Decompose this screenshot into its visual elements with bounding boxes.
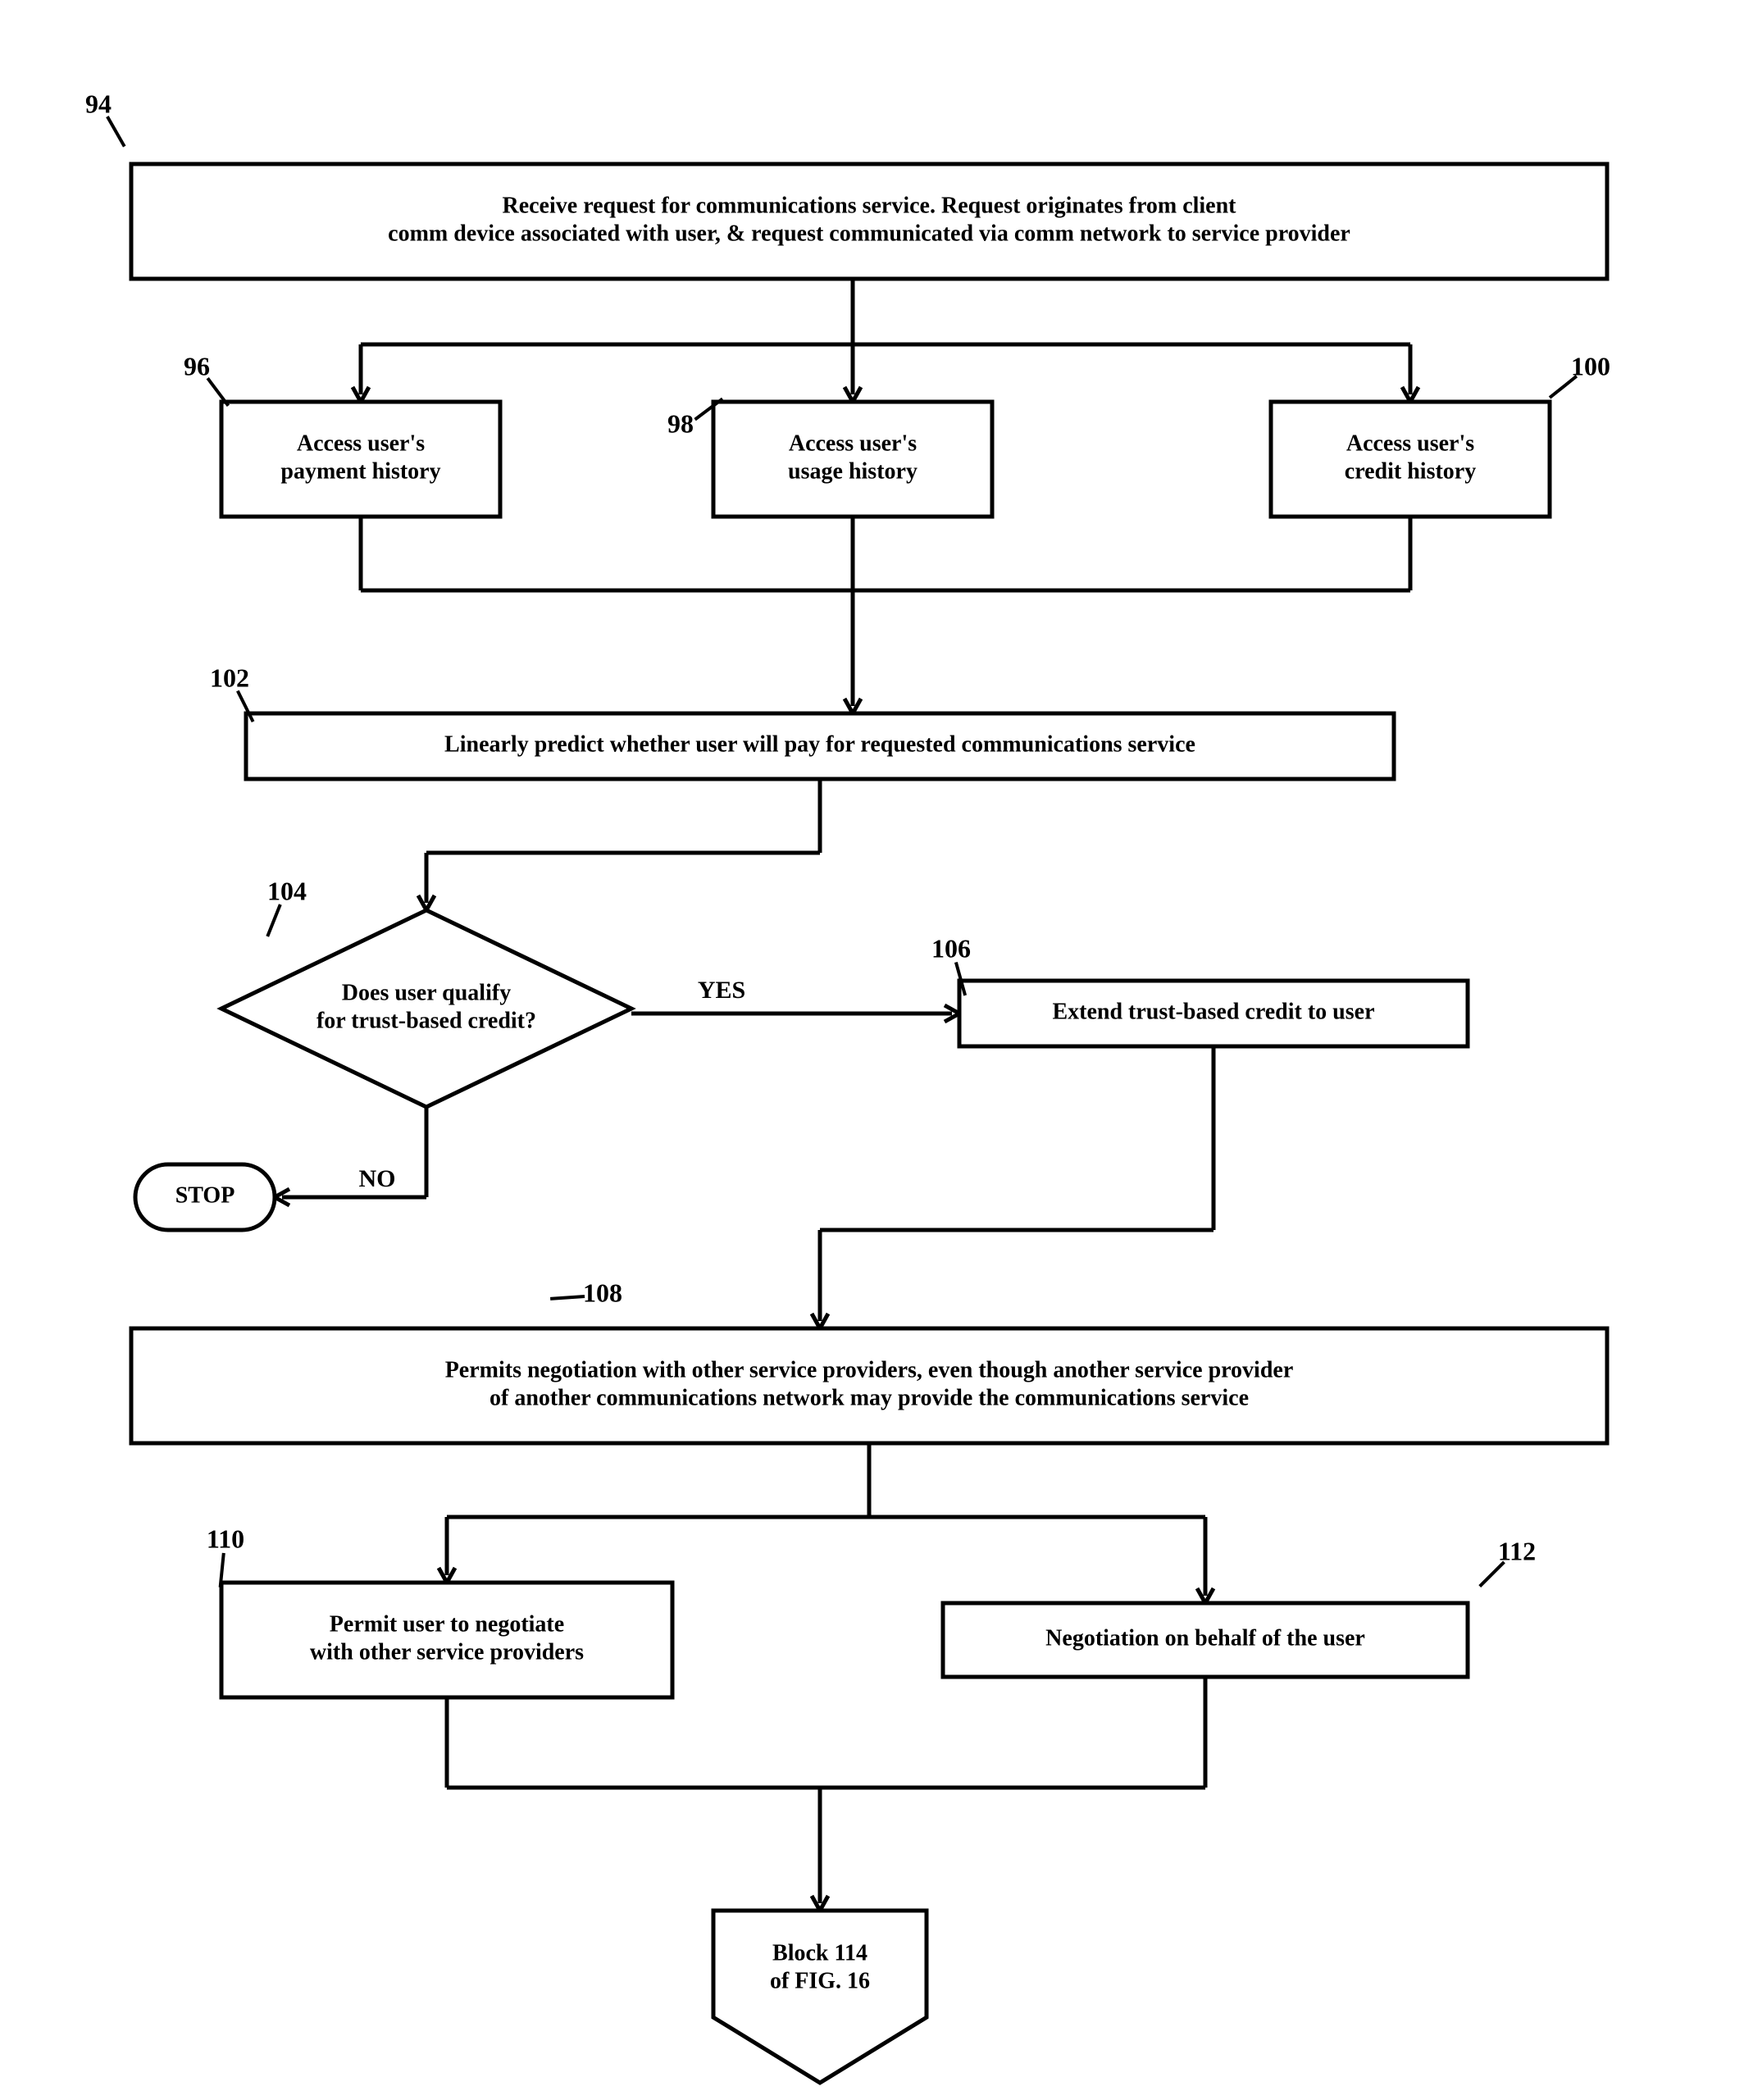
svg-text:of FIG. 16: of FIG. 16 <box>770 1969 870 1994</box>
svg-text:Permit user to negotiate: Permit user to negotiate <box>330 1611 564 1637</box>
svg-text:Block 114: Block 114 <box>772 1941 867 1966</box>
svg-text:Linearly predict whether user: Linearly predict whether user will pay f… <box>444 731 1195 757</box>
svg-text:Receive request for communicat: Receive request for communications servi… <box>502 193 1236 218</box>
svg-text:with other service providers: with other service providers <box>310 1639 584 1665</box>
svg-text:Access user's: Access user's <box>789 430 917 456</box>
svg-text:YES: YES <box>698 977 745 1004</box>
svg-text:98: 98 <box>667 408 694 438</box>
svg-text:for trust-based credit?: for trust-based credit? <box>316 1008 536 1033</box>
svg-text:Access user's: Access user's <box>297 430 425 456</box>
svg-text:comm device associated with us: comm device associated with user, & requ… <box>388 221 1350 246</box>
svg-text:Negotiation on behalf of the u: Negotiation on behalf of the user <box>1045 1625 1365 1651</box>
svg-text:106: 106 <box>931 933 971 963</box>
node-off <box>713 1911 927 2083</box>
svg-text:96: 96 <box>184 351 210 380</box>
flowchart-canvas: YES NO Receive request for communications … <box>0 0 1744 2100</box>
svg-text:STOP: STOP <box>175 1182 235 1208</box>
svg-text:Permits negotiation with other: Permits negotiation with other service p… <box>445 1357 1294 1383</box>
svg-text:102: 102 <box>210 663 249 692</box>
svg-text:Does user qualify: Does user qualify <box>342 980 511 1005</box>
svg-text:usage history: usage history <box>788 458 918 484</box>
svg-text:108: 108 <box>583 1278 622 1307</box>
svg-text:110: 110 <box>207 1524 244 1553</box>
svg-text:Access user's: Access user's <box>1346 430 1474 456</box>
svg-text:100: 100 <box>1571 351 1610 380</box>
svg-text:credit history: credit history <box>1345 458 1476 484</box>
svg-text:112: 112 <box>1498 1536 1536 1565</box>
svg-text:of another communications netw: of another communications network may pr… <box>490 1385 1249 1410</box>
svg-text:NO: NO <box>359 1165 396 1192</box>
svg-text:94: 94 <box>85 89 112 118</box>
svg-text:104: 104 <box>267 876 307 905</box>
svg-text:payment history: payment history <box>280 458 440 484</box>
svg-text:Extend trust-based credit to u: Extend trust-based credit to user <box>1052 999 1374 1024</box>
